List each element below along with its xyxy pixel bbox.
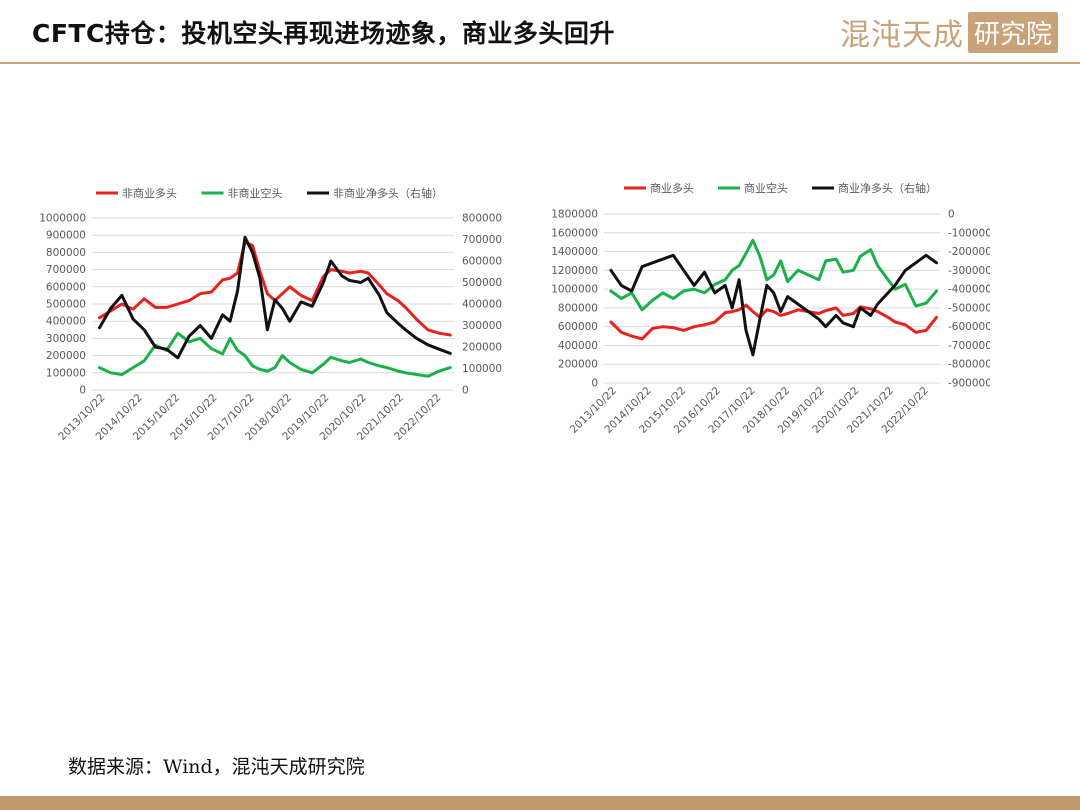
y-left-tick-label: 600000 [46,281,86,293]
y-right-tick-label: 400000 [462,299,502,311]
y-right-tick-label: -700000 [948,340,990,352]
y-right-tick-label: -100000 [948,227,990,239]
y-right-tick-label: 200000 [462,342,502,354]
legend-label: 商业净多头（右轴） [838,181,937,195]
y-left-tick-label: 800000 [46,247,86,259]
y-left-tick-label: 0 [591,378,598,390]
y-right-tick-label: -500000 [948,302,990,314]
y-right-tick-label: 100000 [462,363,502,375]
series-line-2 [609,238,938,312]
header-divider [0,62,1080,64]
y-left-tick-label: 900000 [46,230,86,242]
legend-label: 非商业空头 [228,186,283,200]
y-left-tick-label: 1400000 [551,246,598,258]
y-left-tick-label: 800000 [558,302,598,314]
y-left-tick-label: 700000 [46,264,86,276]
y-left-tick-label: 1000000 [39,213,86,225]
y-left-tick-label: 0 [79,385,86,397]
chart-svg: 0 100000 200000 300000 400000 500000 600000 700… [39,186,502,443]
y-left-tick-label: 1600000 [551,227,598,239]
y-left-tick-label: 1800000 [551,209,598,221]
y-right-tick-label: 700000 [462,234,502,246]
logo-box-text: 研究院 [967,11,1058,53]
y-left-tick-label: 600000 [558,321,598,333]
series-line-3 [98,235,452,360]
y-right-tick-label: 800000 [462,213,502,225]
legend-label: 商业空头 [744,181,788,195]
page-title: CFTC持仓：投机空头再现进场迹象，商业多头回升 [32,19,615,48]
y-right-tick-label: -400000 [948,284,990,296]
y-right-tick-label: 300000 [462,320,502,332]
y-left-tick-label: 1000000 [551,284,598,296]
legend-label: 商业多头 [650,181,694,195]
y-right-tick-label: -800000 [948,359,990,371]
chart-svg: 0 200000 400000 600000 800000 1000000 1200000 1… [551,181,992,436]
y-left-tick-label: 300000 [46,333,86,345]
y-left-tick-label: 1200000 [551,265,598,277]
y-left-tick-label: 200000 [46,350,86,362]
y-right-tick-label: -200000 [948,246,990,258]
chart-noncommercial-positions: 0 100000 200000 300000 400000 500000 600000 700… [30,178,510,458]
series-line-1 [609,303,938,341]
footer-bar [0,796,1080,810]
source-note: 数据来源：Wind，混沌天成研究院 [68,756,365,778]
legend-label: 非商业多头 [122,186,177,200]
y-left-tick-label: 400000 [558,340,598,352]
logo-script-text: 混沌天成 [839,18,964,53]
y-right-tick-label: 500000 [462,277,502,289]
y-left-tick-label: 400000 [46,316,86,328]
legend-label: 非商业净多头（右轴） [333,186,443,200]
y-right-tick-label: -600000 [948,321,990,333]
y-right-tick-label: -900000 [948,378,990,390]
y-right-tick-label: 600000 [462,256,502,268]
y-right-tick-label: 0 [462,385,469,397]
y-left-tick-label: 500000 [46,299,86,311]
series-line-3 [609,253,938,357]
chart-commercial-positions: 0 200000 400000 600000 800000 1000000 1200000 1… [550,170,992,450]
y-left-tick-label: 200000 [558,359,598,371]
y-right-tick-label: -300000 [948,265,990,277]
brand-logo: 混沌天成 研究院 [839,11,1058,53]
y-right-tick-label: 0 [948,209,955,221]
y-left-tick-label: 100000 [46,367,86,379]
